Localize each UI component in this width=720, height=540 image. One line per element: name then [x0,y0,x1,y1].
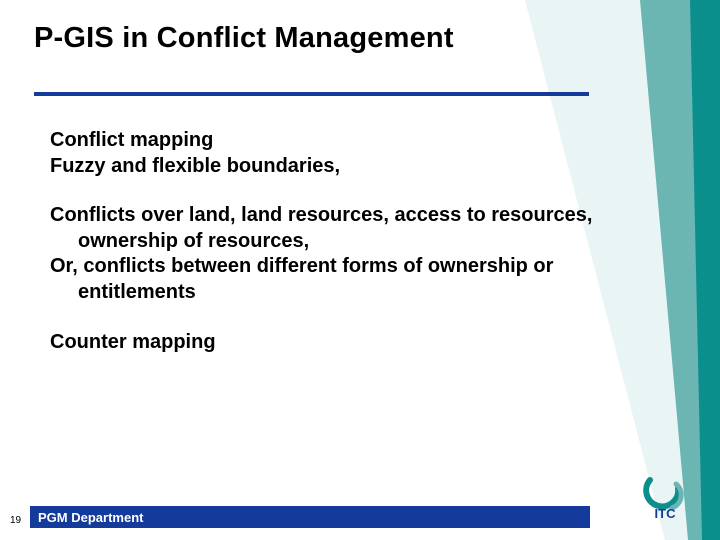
body-line: Conflict mapping [50,128,610,154]
slide: P-GIS in Conflict Management Conflict ma… [0,0,720,540]
logo-ring [646,480,678,506]
page-number: 19 [10,515,21,526]
footer-bar: PGM Department [30,506,590,528]
logo-icon: ITC [632,474,698,520]
wedge-dark [690,0,720,540]
wedge-mid [640,0,720,540]
title-underline [34,92,589,96]
body-line: Conflicts over land, land resources, acc… [50,203,610,254]
body-line: Or, conflicts between different forms of… [50,254,610,305]
body-block-2: Conflicts over land, land resources, acc… [50,203,610,305]
slide-title: P-GIS in Conflict Management [34,22,454,55]
body-line: Counter mapping [50,330,610,356]
logo-text: ITC [655,506,677,520]
body-block-1: Conflict mapping Fuzzy and flexible boun… [50,128,610,179]
footer-department: PGM Department [30,510,143,525]
slide-body: Conflict mapping Fuzzy and flexible boun… [50,128,610,379]
body-line: Fuzzy and flexible boundaries, [50,154,610,180]
body-block-3: Counter mapping [50,330,610,356]
